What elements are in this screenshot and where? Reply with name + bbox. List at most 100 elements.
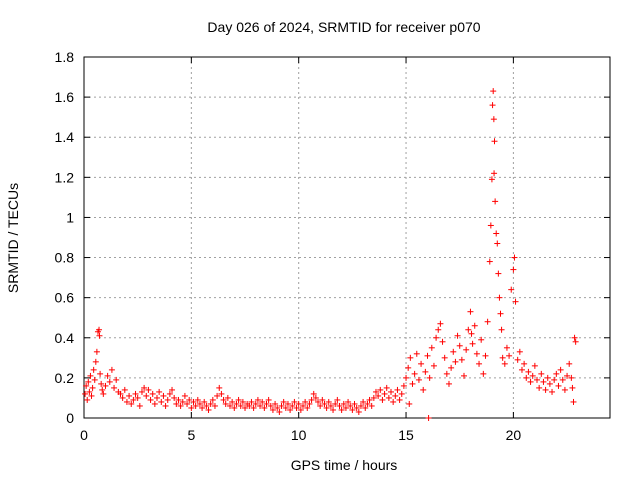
data-point (469, 340, 476, 347)
data-point (263, 400, 270, 407)
data-point (312, 394, 319, 401)
data-point (544, 374, 551, 381)
data-point (571, 334, 578, 341)
data-point (355, 408, 362, 415)
data-point (123, 398, 130, 405)
data-point (222, 400, 229, 407)
data-point (503, 344, 510, 351)
x-axis-label: GPS time / hours (291, 457, 398, 473)
data-point (295, 400, 302, 407)
data-point (175, 396, 182, 403)
data-point (501, 360, 508, 367)
data-point (207, 400, 214, 407)
data-point (366, 396, 373, 403)
data-point (403, 374, 410, 381)
y-tick-label: 1.6 (55, 89, 75, 105)
data-point (428, 344, 435, 351)
data-point (454, 332, 461, 339)
data-point (332, 400, 339, 407)
data-point (138, 388, 145, 395)
data-point (448, 364, 455, 371)
data-point (334, 396, 341, 403)
y-axis-label: SRMTID / TECUs (5, 183, 21, 293)
data-point (433, 334, 440, 341)
chart-title: Day 026 of 2024, SRMTID for receiver p07… (207, 19, 480, 35)
data-point (100, 390, 107, 397)
data-point (342, 404, 349, 411)
data-point (511, 254, 518, 261)
data-point (121, 386, 128, 393)
data-point (85, 378, 92, 385)
data-point (229, 398, 236, 405)
data-point (267, 402, 274, 409)
data-point (536, 384, 543, 391)
data-point (149, 390, 156, 397)
data-point (164, 396, 171, 403)
data-point (113, 376, 120, 383)
data-point (126, 392, 133, 399)
data-point (108, 366, 115, 373)
data-point (88, 392, 95, 399)
data-point (203, 402, 210, 409)
data-point (93, 348, 100, 355)
data-point (476, 360, 483, 367)
data-point (160, 392, 167, 399)
data-point (184, 400, 191, 407)
data-point (306, 400, 313, 407)
data-point (527, 378, 534, 385)
data-point (293, 404, 300, 411)
data-point (310, 390, 317, 397)
data-point (510, 266, 517, 273)
data-point (119, 394, 126, 401)
data-point (570, 398, 577, 405)
data-point (468, 330, 475, 337)
data-points (82, 88, 579, 421)
data-point (254, 396, 261, 403)
data-point (566, 360, 573, 367)
data-point (521, 360, 528, 367)
data-point (194, 396, 201, 403)
data-point (491, 138, 498, 145)
data-point (209, 396, 216, 403)
data-point (494, 240, 501, 247)
data-point (415, 376, 422, 383)
data-point (420, 386, 427, 393)
data-point (274, 404, 281, 411)
data-point (289, 402, 296, 409)
data-point (106, 378, 113, 385)
data-point (327, 402, 334, 409)
data-point (299, 402, 306, 409)
data-point (233, 400, 240, 407)
data-point (276, 408, 283, 415)
data-point (506, 352, 513, 359)
data-point (407, 354, 414, 361)
data-point (239, 398, 246, 405)
data-point (147, 396, 154, 403)
data-point (490, 88, 497, 95)
data-point (134, 394, 141, 401)
data-point (435, 326, 442, 333)
grid-lines (84, 57, 610, 418)
data-point (564, 372, 571, 379)
data-point (372, 388, 379, 395)
data-point (252, 400, 259, 407)
data-point (216, 384, 223, 391)
data-point (555, 382, 562, 389)
data-point (523, 374, 530, 381)
data-point (248, 398, 255, 405)
data-point (145, 386, 152, 393)
x-tick-label: 20 (506, 427, 522, 443)
data-point (385, 394, 392, 401)
data-point (394, 386, 401, 393)
data-point (218, 390, 225, 397)
data-point (400, 382, 407, 389)
data-point (549, 388, 556, 395)
data-point (98, 380, 105, 387)
data-point (557, 366, 564, 373)
data-point (347, 402, 354, 409)
data-point (162, 402, 169, 409)
data-point (478, 336, 485, 343)
data-point (192, 402, 199, 409)
y-tick-label: 0 (66, 410, 74, 426)
data-point (542, 386, 549, 393)
